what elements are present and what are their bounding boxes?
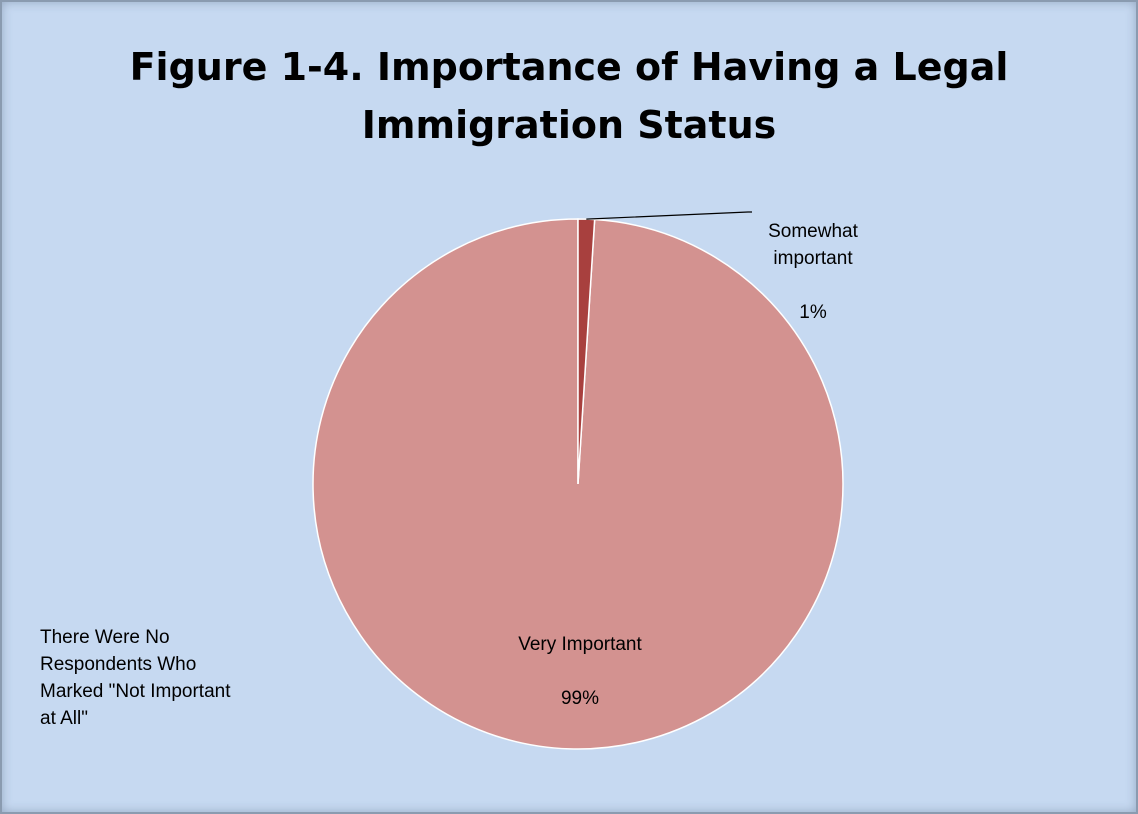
no-respondents-note: There Were No Respondents Who Marked "No… [40,627,231,729]
chart-title: Figure 1-4. Importance of Having a Legal… [129,45,1009,147]
slice-percent: 1% [799,302,827,323]
pie-slices [312,218,844,750]
leader-lines [586,211,752,220]
slice-label-somewhat-important: Somewhat important 1% [738,191,888,326]
leader-line-somewhat-important [586,211,752,220]
slice-name: Very Important [518,634,642,655]
slice-label-very-important: Very Important 99% [420,604,740,712]
slice-percent: 99% [560,688,600,709]
pie-slice-1 [577,218,596,485]
slice-name: Somewhat important [768,221,858,269]
